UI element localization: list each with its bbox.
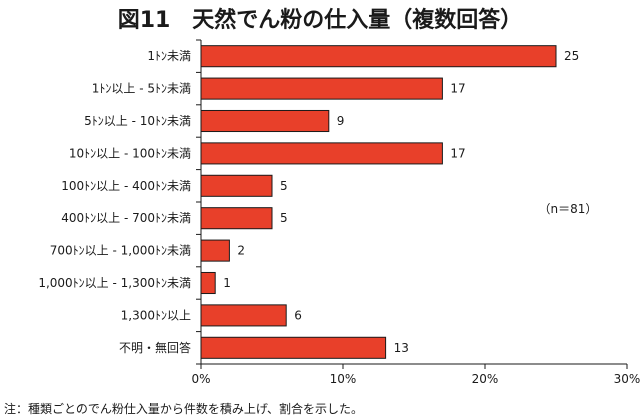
- bar: [200, 336, 387, 359]
- bar: [200, 271, 216, 295]
- chart-title: 図11 天然でん粉の仕入量（複数回答）: [118, 7, 523, 33]
- value-label: 5: [280, 211, 288, 225]
- bar: [200, 207, 273, 230]
- category-label: 1ﾄﾝ以上 - 5ﾄﾝ未満: [92, 82, 191, 96]
- bar: [200, 174, 273, 197]
- x-tick-label: 30%: [614, 372, 640, 386]
- value-label: 2: [237, 244, 245, 258]
- x-tick-label: 20%: [472, 372, 499, 386]
- bar: [200, 77, 443, 100]
- x-tick-label: 10%: [330, 372, 357, 386]
- value-label: 6: [294, 308, 302, 322]
- value-label: 1: [223, 276, 231, 290]
- category-label: 700ﾄﾝ以上 - 1,000ﾄﾝ未満: [50, 244, 191, 258]
- value-label: 17: [450, 82, 465, 96]
- bar: [200, 45, 557, 68]
- value-label: 9: [337, 114, 345, 128]
- x-tick-label: 0%: [191, 372, 210, 386]
- value-label: 5: [280, 179, 288, 193]
- category-label: 10ﾄﾝ以上 - 100ﾄﾝ未満: [69, 146, 191, 160]
- category-label: 1,000ﾄﾝ以上 - 1,300ﾄﾝ未満: [38, 276, 191, 290]
- category-label: 1ﾄﾝ未満: [147, 49, 191, 63]
- category-label: 不明・無回答: [119, 340, 191, 355]
- bar: [200, 109, 330, 133]
- value-label: 17: [450, 146, 465, 160]
- bar: [200, 142, 443, 165]
- value-label: 13: [394, 341, 409, 355]
- category-label: 1,300ﾄﾝ以上: [121, 308, 191, 322]
- footnote: 注：種類ごとのでん粉仕入量から件数を積み上げ、割合を示した。: [4, 401, 363, 416]
- bar: [200, 239, 230, 262]
- sample-size-annotation: （n＝81）: [539, 202, 598, 216]
- bar: [200, 304, 287, 327]
- category-label: 5ﾄﾝ以上 - 10ﾄﾝ未満: [84, 114, 191, 128]
- value-label: 25: [564, 49, 579, 63]
- category-label: 100ﾄﾝ以上 - 400ﾄﾝ未満: [61, 179, 191, 193]
- category-label: 400ﾄﾝ以上 - 700ﾄﾝ未満: [61, 211, 191, 225]
